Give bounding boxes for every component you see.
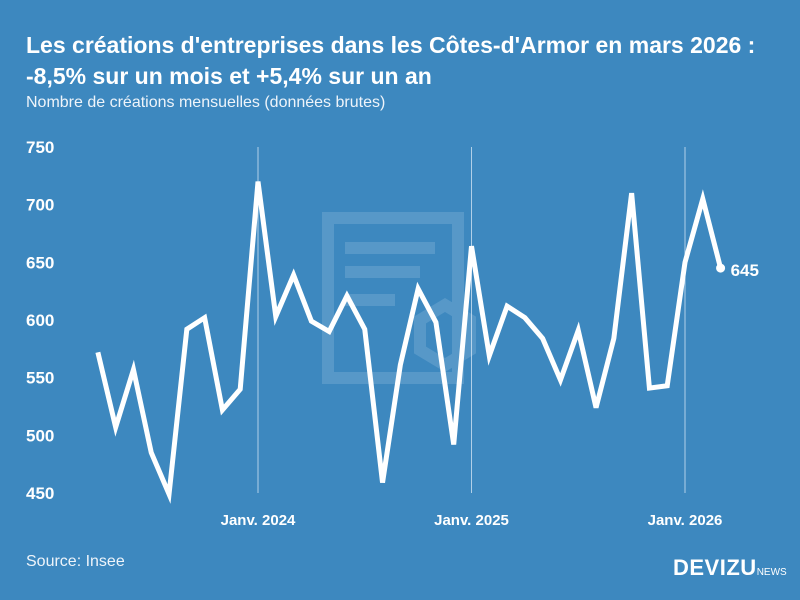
logo-main: DEVIZU (673, 555, 757, 580)
x-tick-label: Janv. 2024 (221, 512, 296, 529)
y-tick-label: 750 (26, 138, 54, 157)
source-note: Source: Insee (26, 553, 125, 570)
chart-title: Les créations d'entreprises dans les Côt… (26, 32, 756, 89)
y-tick-label: 550 (26, 369, 54, 388)
y-tick-label: 700 (26, 196, 54, 215)
series-line (95, 181, 724, 504)
x-tick-label: Janv. 2026 (648, 512, 723, 529)
y-tick-label: 450 (26, 484, 54, 503)
y-tick-label: 600 (26, 311, 54, 330)
watermark-icon (322, 212, 476, 384)
last-point (716, 263, 726, 273)
y-tick-label: 500 (26, 426, 54, 445)
logo-suffix: NEWS (756, 567, 787, 578)
last-value-label: 645 (731, 261, 759, 280)
x-tick-label: Janv. 2025 (434, 512, 509, 529)
y-tick-label: 650 (26, 253, 54, 272)
devizu-logo: DEVIZUNEWS (673, 555, 787, 581)
chart-subtitle: Nombre de créations mensuelles (données … (26, 94, 386, 111)
